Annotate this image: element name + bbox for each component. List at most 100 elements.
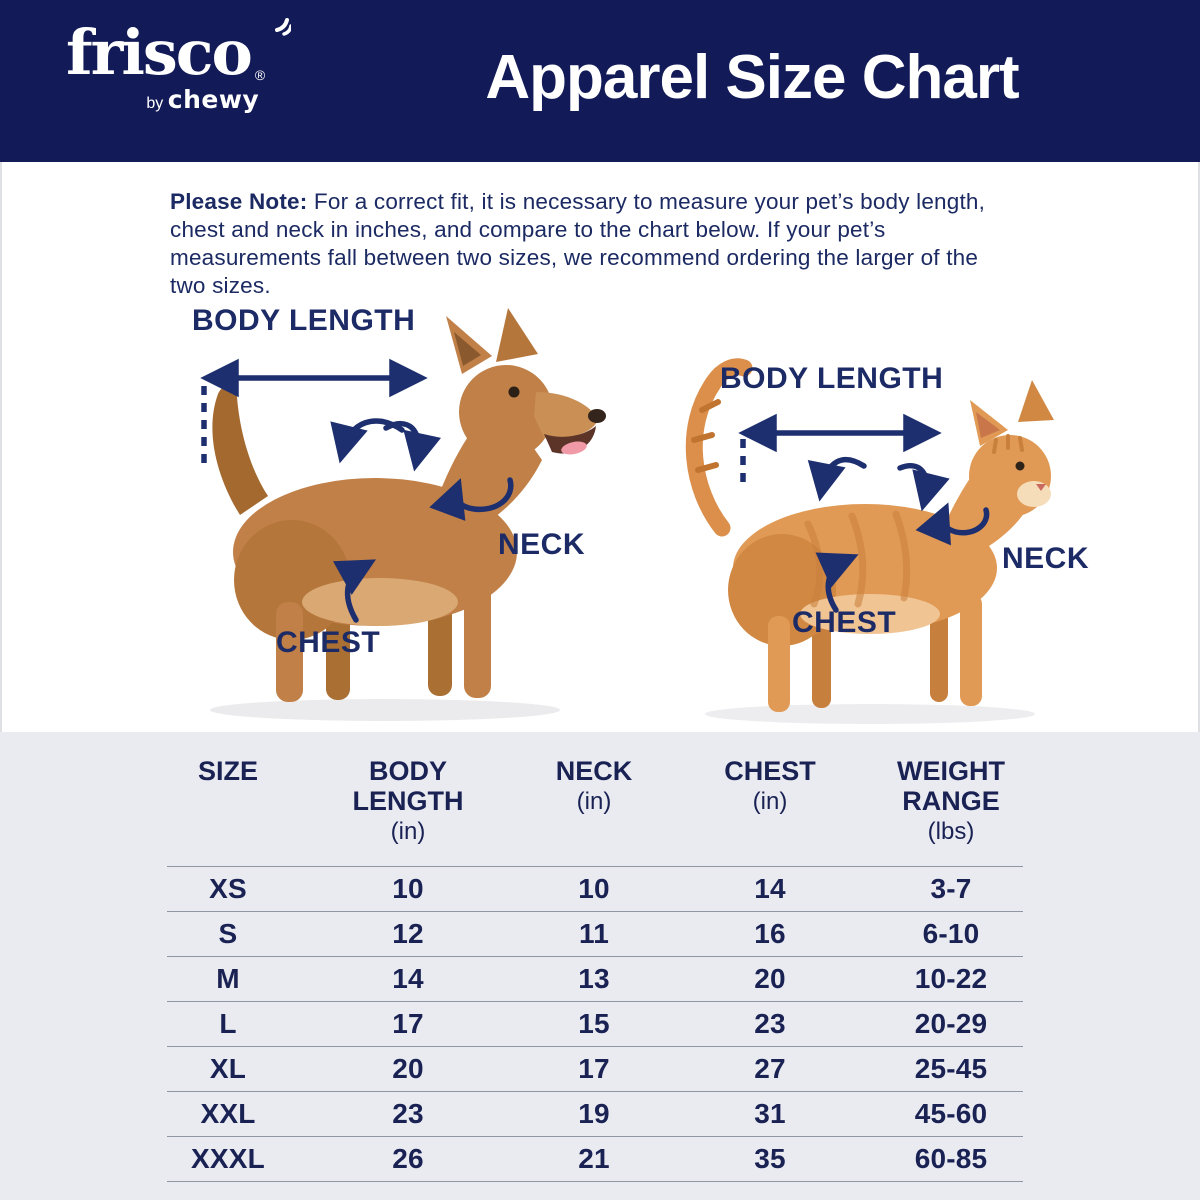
size-table-row: L 17 15 23 20-29 [167,1001,1023,1046]
column-header-neck: NECK (in) [555,756,633,815]
cat-back-curve-arrow-icon [807,456,867,502]
value-cell: 13 [578,963,610,994]
cat-chest-curve-arrow-icon [815,552,859,613]
column-header-size: SIZE [197,756,258,786]
dog-shadow [210,699,560,721]
size-table-row: XS 10 10 14 3-7 [167,866,1023,911]
value-cell: 6-10 [922,918,980,949]
cat-near-hind-leg [768,616,790,712]
dog-chest-curve-arrow-icon [333,559,377,623]
note-body-text: For a correct fit, it is necessary to me… [170,189,986,298]
frisco-logo: frisco ® by chewy [66,18,292,114]
dog-near-front-leg [464,582,491,698]
cat-far-front-leg [930,598,948,702]
dog-tail [212,386,268,515]
column-header-body-length: BODY LENGTH (in) [352,756,464,845]
value-cell: 10 [578,873,610,904]
note-paragraph: Please Note: For a correct fit, it is ne… [170,188,998,300]
value-cell: 21 [578,1143,610,1174]
size-table-section: SIZE BODY LENGTH (in) NECK (in) CHEST (i… [0,732,1200,1200]
dog-neck-label: NECK [498,528,586,561]
cat-far-hind-leg [812,614,831,708]
size-table-row: XL 20 17 27 25-45 [167,1046,1023,1091]
note-label: Please Note: [170,189,308,214]
dog-body-length-label: BODY LENGTH [192,304,416,337]
size-cell: XXXL [191,1143,265,1174]
cat-inner-ear [976,412,1000,438]
dog-withers-curve-arrow-icon [383,420,441,472]
value-cell: 31 [754,1098,786,1129]
value-cell: 14 [754,873,786,904]
value-cell: 11 [579,918,609,949]
cat-measurement-arrows [738,413,990,613]
cat-shadow [705,704,1035,724]
byline-by: by [146,95,164,113]
cat-eye [1015,461,1025,471]
size-cell: XXL [200,1098,256,1129]
size-table-row: XXXL 26 21 35 60-85 [167,1136,1023,1181]
chewy-byline: by chewy [66,85,261,114]
dog-far-ear [496,308,538,362]
value-cell: 26 [392,1143,424,1174]
dog-near-hind-leg [276,602,303,702]
size-table-body: XS 10 10 14 3-7 S 12 11 16 6-10 M 14 13 20 10-22 L 17 15 2… [167,866,1023,1182]
page-title: Apparel Size Chart [485,43,1019,112]
dog-inner-ear [454,332,481,366]
size-table-row: M 14 13 20 10-22 [167,956,1023,1001]
cat-chest-label: CHEST [792,606,897,639]
value-cell: 15 [578,1008,610,1039]
size-cell: XL [209,1053,247,1084]
cat-head-stripes [992,434,1024,454]
value-cell: 20 [754,963,786,994]
value-cell: 23 [392,1098,424,1129]
size-table-header: SIZE BODY LENGTH (in) NECK (in) CHEST (i… [167,732,1023,866]
size-table-row: S 12 11 16 6-10 [167,911,1023,956]
size-cell: M [216,963,240,994]
value-cell: 20 [392,1053,424,1084]
dog-chest-label: CHEST [276,626,381,659]
column-header-weight-range: WEIGHT RANGE (lbs) [897,756,1005,845]
value-cell: 10-22 [914,963,988,994]
dog-neck-loop-arrow-icon [429,477,514,521]
cat-tail [685,358,753,537]
value-cell: 25-45 [914,1053,988,1084]
cat-near-front-leg [960,594,982,706]
value-cell: 17 [578,1053,610,1084]
size-table-row: XXL 23 19 31 45-60 [167,1091,1023,1136]
chewy-wordmark: chewy [167,85,260,115]
value-cell: 3-7 [930,873,972,904]
value-cell: 17 [392,1008,424,1039]
value-cell: 23 [754,1008,786,1039]
column-header-chest: CHEST (in) [724,756,816,815]
cat-neck-loop-arrow-icon [915,502,990,546]
logo-tail-flourish-icon [275,18,292,36]
dog-far-hind-leg [326,600,350,700]
value-cell: 45-60 [914,1098,988,1129]
cat-measurement-figure: BODY LENGTH NECK CHEST [630,318,1100,732]
value-cell: 16 [754,918,786,949]
size-cell: L [219,1008,237,1039]
value-cell: 20-29 [914,1008,988,1039]
dog-eye [508,386,520,398]
cat-body-length-label: BODY LENGTH [720,362,944,395]
size-table: SIZE BODY LENGTH (in) NECK (in) CHEST (i… [167,732,1023,1182]
value-cell: 35 [754,1143,786,1174]
registered-trademark-symbol: ® [254,67,266,83]
value-cell: 19 [578,1098,610,1129]
value-cell: 14 [392,963,424,994]
frisco-wordmark: frisco [66,16,253,89]
dog-illustration [210,308,606,721]
cat-nose [1036,484,1046,491]
value-cell: 60-85 [914,1143,988,1174]
cat-tail-stripes [691,399,721,473]
dog-tongue [561,441,587,455]
cat-withers-curve-arrow-icon [897,463,950,512]
dog-nose [588,409,606,423]
size-cell: XS [209,873,247,904]
header-band: frisco ® by chewy Apparel Size Chart [0,0,1200,162]
note-section: Please Note: For a correct fit, it is ne… [170,188,998,300]
value-cell: 10 [392,873,424,904]
value-cell: 27 [754,1053,786,1084]
size-cell: S [218,918,238,949]
